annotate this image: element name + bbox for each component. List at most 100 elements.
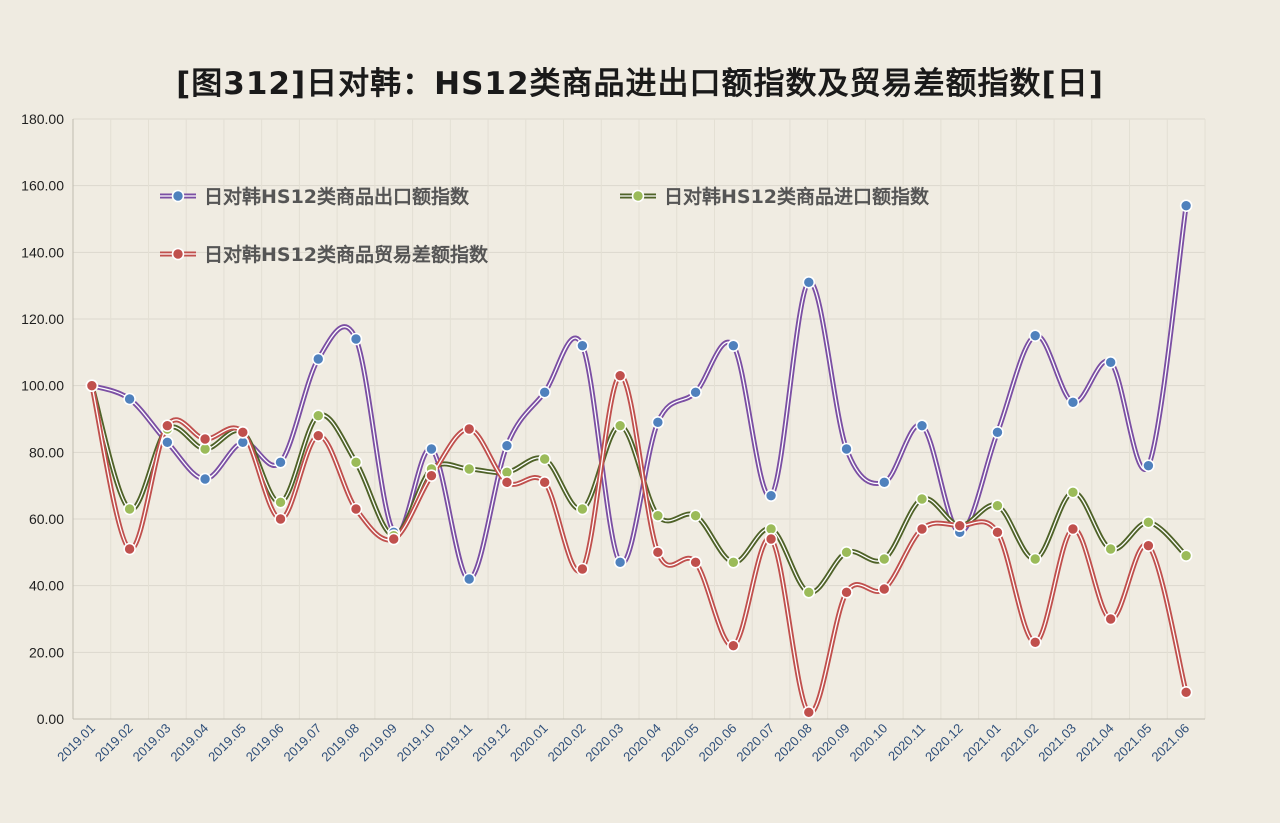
data-point (1104, 542, 1117, 556)
data-point (1142, 459, 1155, 472)
x-tick-label: 2020.02 (545, 721, 589, 765)
y-tick-label: 140.00 (21, 244, 64, 260)
x-tick-label: 2021.01 (960, 721, 1004, 765)
data-point (123, 502, 136, 516)
legend: 日对韩HS12类商品出口额指数 日对韩HS12类商品进口额指数日对韩HS12类商品… (160, 185, 930, 266)
data-point (538, 386, 551, 399)
x-tick-label: 2020.07 (733, 721, 777, 765)
data-point (764, 489, 778, 502)
data-point (311, 352, 325, 366)
data-point (991, 499, 1004, 512)
data-point (689, 556, 702, 569)
y-tick-label: 180.00 (21, 111, 64, 127)
x-tick-label: 2019.04 (167, 721, 211, 765)
y-tick-label: 0.00 (37, 711, 64, 727)
data-point (613, 369, 627, 382)
data-point (689, 386, 702, 399)
legend-marker (171, 189, 185, 203)
y-tick-label: 100.00 (21, 378, 64, 394)
data-point (274, 512, 287, 526)
x-tick-label: 2019.08 (318, 721, 362, 765)
data-point (538, 452, 551, 466)
data-point (915, 419, 929, 432)
data-point (123, 392, 136, 406)
data-point (1179, 199, 1193, 212)
y-tick-labels: 0.00 20.00 40.00 60.00 80.00 100.00 120.00 140.… (21, 111, 64, 727)
x-tick-label: 2020.01 (507, 721, 551, 765)
data-point (198, 432, 212, 446)
data-point (274, 496, 287, 509)
x-tick-label: 2020.08 (771, 721, 815, 765)
data-point (349, 502, 363, 516)
data-point (236, 426, 250, 439)
data-point (576, 562, 589, 576)
data-point (877, 476, 891, 489)
chart-title: [图312]日对韩：HS12类商品进出口额指数及贸易差额指数[日] (176, 66, 1104, 102)
data-point (727, 339, 740, 352)
data-point (877, 582, 891, 596)
x-tick-label: 2020.11 (885, 721, 928, 764)
data-point (953, 519, 967, 532)
data-point (1179, 549, 1193, 562)
x-tick-label: 2020.04 (620, 721, 664, 765)
gridlines (72, 118, 1206, 720)
data-point (727, 556, 740, 569)
x-tick-label: 2019.11 (432, 721, 475, 764)
data-point (802, 276, 816, 289)
data-point (651, 416, 665, 429)
legend-item: 日对韩HS12类商品进口额指数 (620, 185, 930, 208)
x-tick-label: 2020.03 (582, 721, 626, 765)
x-tick-labels: 2019.012019.022019.032019.042019.052019.… (54, 721, 1192, 765)
legend-item: 日对韩HS12类商品贸易差额指数 (160, 243, 489, 266)
y-tick-label: 160.00 (21, 178, 64, 194)
y-tick-label: 20.00 (29, 644, 64, 660)
data-point (274, 456, 287, 469)
data-point (311, 409, 325, 422)
x-tick-label: 2019.05 (205, 721, 249, 765)
data-point (802, 706, 816, 719)
x-tick-label: 2020.12 (922, 721, 966, 765)
data-point (840, 546, 853, 559)
data-point (1066, 486, 1080, 499)
data-point (1028, 552, 1042, 566)
data-point (387, 532, 401, 546)
data-point (1104, 612, 1117, 626)
x-tick-label: 2019.01 (54, 721, 98, 765)
x-tick-label: 2019.10 (394, 721, 438, 765)
data-point (349, 456, 363, 469)
data-point (1142, 539, 1155, 552)
data-point (1142, 516, 1155, 529)
data-point (840, 586, 853, 599)
data-point (311, 429, 325, 442)
series-line-inner (91, 375, 1187, 714)
data-point (349, 332, 363, 346)
x-tick-label: 2020.06 (696, 721, 740, 765)
y-tick-label: 120.00 (21, 311, 64, 327)
data-point (764, 532, 778, 546)
x-tick-label: 2019.07 (281, 721, 325, 765)
data-point (915, 492, 929, 506)
y-tick-label: 80.00 (29, 444, 64, 460)
series-3 (89, 373, 1189, 715)
x-tick-label: 2020.05 (658, 721, 702, 765)
data-point (198, 472, 212, 486)
data-point (991, 426, 1004, 439)
x-tick-label: 2019.06 (243, 721, 287, 765)
x-tick-label: 2020.10 (847, 721, 891, 765)
legend-label: 日对韩HS12类商品贸易差额指数 (204, 243, 489, 266)
data-point (500, 476, 514, 489)
data-point (161, 436, 174, 449)
data-point (161, 419, 174, 432)
data-point (1028, 636, 1042, 649)
data-point (576, 502, 589, 516)
x-tick-label: 2021.06 (1148, 721, 1192, 765)
data-point (651, 546, 665, 559)
data-point (840, 442, 853, 456)
legend-marker (171, 247, 185, 261)
x-tick-label: 2019.03 (130, 721, 174, 765)
data-point (1104, 356, 1117, 369)
data-point (651, 509, 665, 522)
x-tick-label: 2021.03 (1035, 721, 1079, 765)
data-point (425, 442, 438, 456)
